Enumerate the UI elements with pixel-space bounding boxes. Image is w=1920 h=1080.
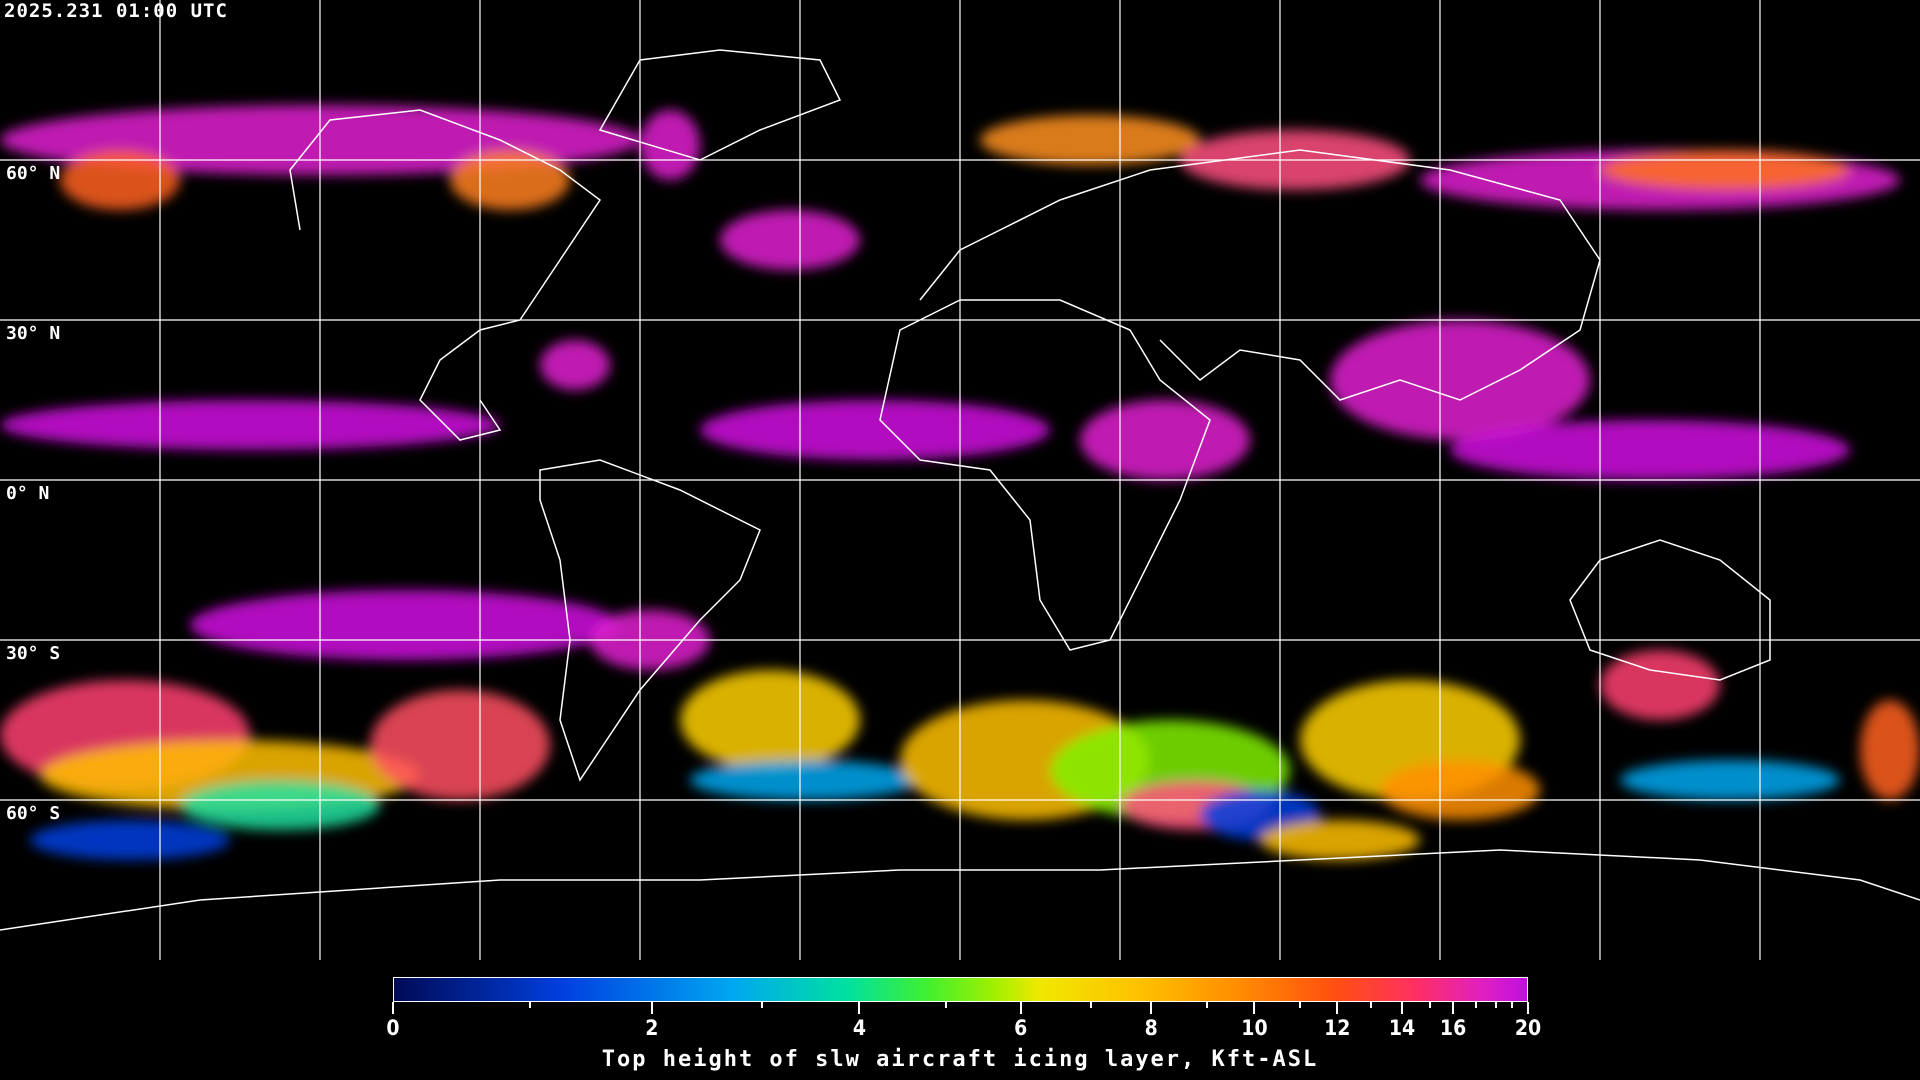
coastlines <box>0 49 1920 931</box>
colorbar-tick-label: 16 <box>1439 1016 1467 1040</box>
lat-label-0n: 0° N <box>6 483 50 504</box>
icing-region <box>1080 400 1250 480</box>
colorbar-tick <box>760 1002 763 1008</box>
icing-region <box>1620 760 1840 800</box>
icing-region <box>1330 320 1590 440</box>
colorbar-tick <box>392 1002 394 1014</box>
colorbar-tick <box>1298 1002 1301 1008</box>
colorbar-tick <box>1511 1002 1514 1008</box>
icing-region <box>60 150 180 210</box>
colorbar-tick <box>1019 1002 1022 1014</box>
coastline <box>879 299 1211 651</box>
icing-region <box>1600 150 1850 190</box>
icing-region <box>180 780 380 830</box>
lat-label-60n: 60° N <box>6 163 61 184</box>
coastline <box>539 459 761 782</box>
icing-region <box>190 590 620 660</box>
colorbar-tick-label: 20 <box>1514 1016 1542 1040</box>
colorbar-tick <box>650 1002 653 1014</box>
colorbar-tick-label: 8 <box>1144 1016 1158 1040</box>
coastline <box>919 149 1601 401</box>
colorbar-tick <box>1336 1002 1339 1014</box>
colorbar-tick <box>1150 1002 1153 1014</box>
icing-region <box>450 150 570 210</box>
colorbar-tick <box>1090 1002 1093 1008</box>
colorbar-tick <box>1253 1002 1256 1014</box>
colorbar-tick-label: 10 <box>1241 1016 1268 1040</box>
lat-label-30n: 30° N <box>6 323 61 344</box>
coastline <box>289 109 602 441</box>
icing-region <box>680 670 860 770</box>
icing-region <box>700 400 1050 460</box>
colorbar-tick <box>1401 1002 1403 1014</box>
colorbar-tick-label: 2 <box>645 1016 659 1040</box>
colorbar-title: Top height of slw aircraft icing layer, … <box>601 1047 1319 1072</box>
colorbar-tick <box>529 1002 532 1008</box>
colorbar-tick-label: 0 <box>386 1016 400 1040</box>
icing-region <box>370 690 550 800</box>
coastline <box>598 49 842 161</box>
colorbar-tick <box>1527 1002 1529 1014</box>
colorbar-tick <box>1452 1002 1455 1014</box>
colorbar-tick <box>1370 1002 1373 1008</box>
colorbar-tick-label: 4 <box>852 1016 867 1040</box>
icing-region <box>980 115 1200 165</box>
colorbar-tick <box>944 1002 947 1008</box>
colorbar-tick-label: 12 <box>1324 1016 1351 1040</box>
icing-region <box>1860 700 1920 800</box>
colorbar-tick <box>858 1002 861 1014</box>
icing-region <box>30 820 230 860</box>
icing-region <box>1450 420 1850 480</box>
icing-region <box>1600 650 1720 720</box>
colorbar-tick-label: 6 <box>1014 1016 1028 1040</box>
icing-region <box>1380 760 1540 820</box>
colorbar-tick <box>1474 1002 1477 1008</box>
colorbar-axis: 0 2 4 6 8 10 12 14 16 20 <box>386 1002 1541 1062</box>
colorbar-tick-label: 14 <box>1388 1016 1416 1040</box>
icing-region <box>1260 820 1420 860</box>
colorbar-tick <box>1495 1002 1498 1008</box>
icing-map <box>0 0 1920 960</box>
icing-region <box>640 110 700 180</box>
icing-region <box>720 210 860 270</box>
timestamp: 2025.231 01:00 UTC <box>4 0 228 22</box>
colorbar <box>393 977 1528 1002</box>
icing-region <box>540 340 610 390</box>
lat-label-30s: 30° S <box>6 643 61 664</box>
icing-region <box>690 760 920 800</box>
icing-region <box>0 400 500 450</box>
graticule <box>0 0 1920 960</box>
coastline <box>1569 539 1771 681</box>
coastline <box>0 849 1920 931</box>
colorbar-tick <box>1205 1002 1208 1008</box>
lat-label-60s: 60° S <box>6 803 61 824</box>
colorbar-tick <box>1429 1002 1432 1008</box>
